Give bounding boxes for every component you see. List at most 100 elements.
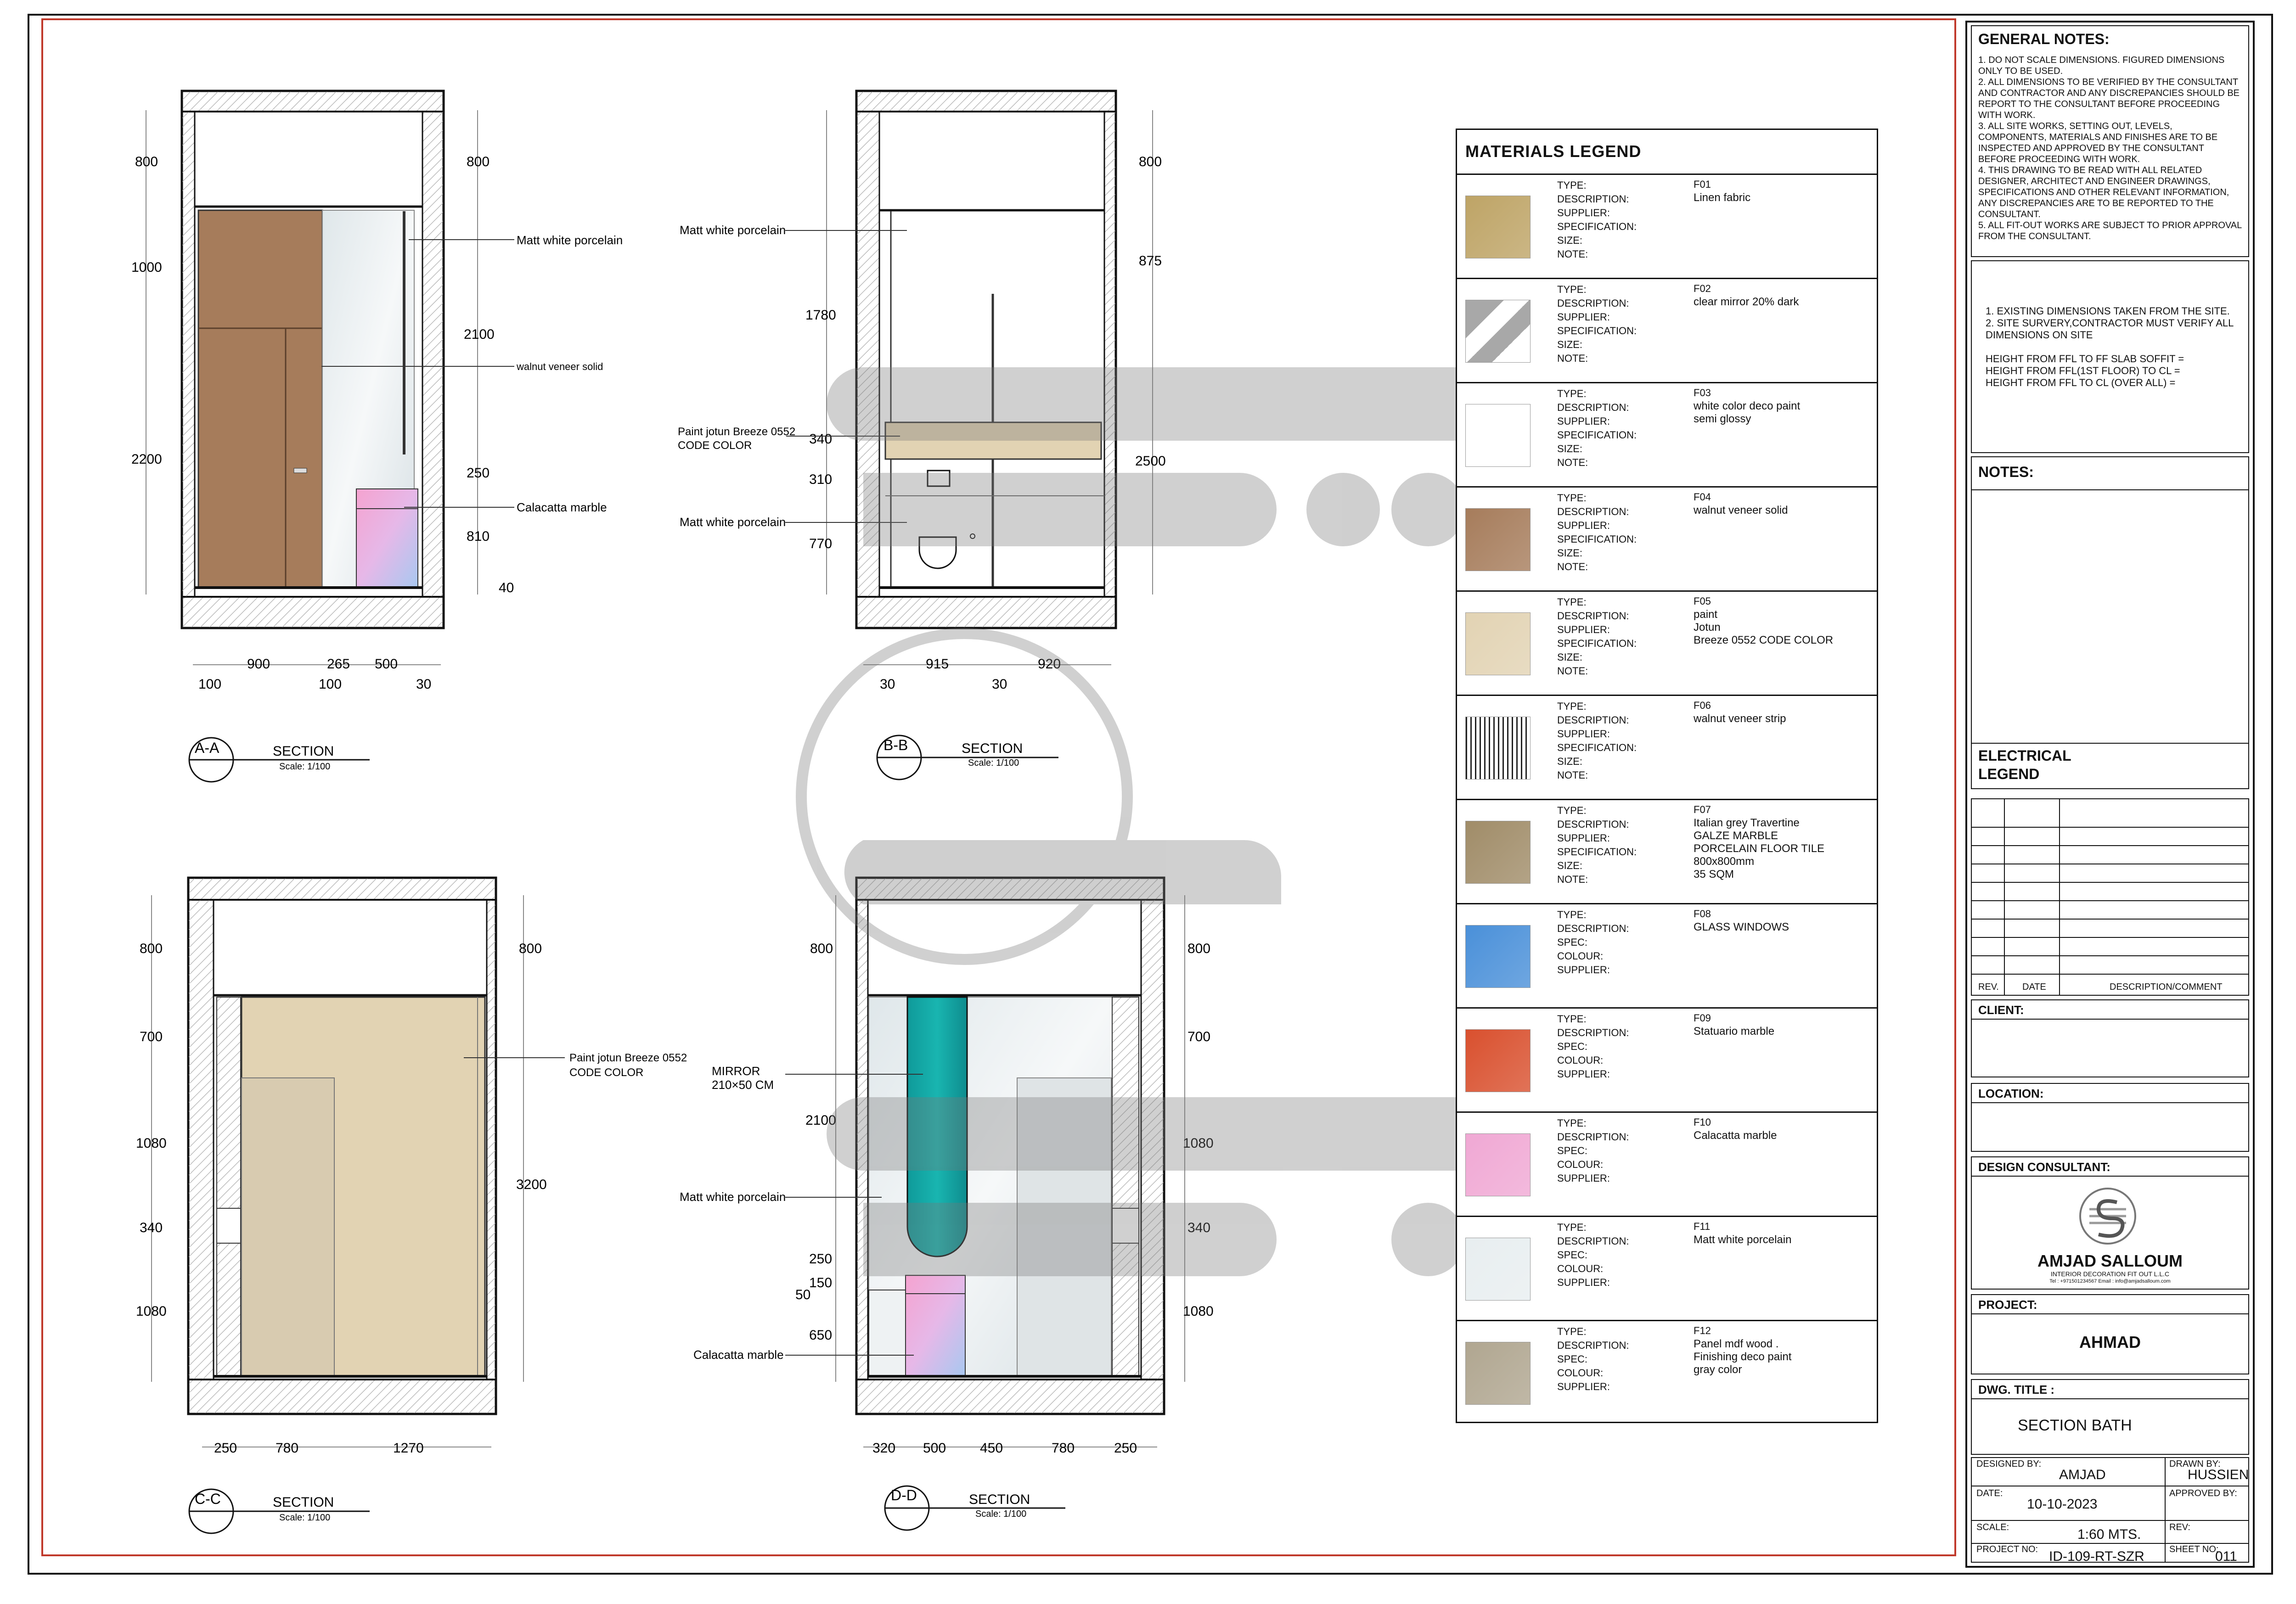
material-code: F10 — [1694, 1116, 1711, 1128]
aa-title: SECTION — [273, 744, 334, 759]
rev-col-header: REV. — [1978, 982, 1999, 992]
section-bb: 1780 340 310 770 800 875 2500 Matt white… — [678, 90, 1166, 780]
dd-dim-left-0: 800 — [810, 941, 833, 956]
site-note-4: HEIGHT FROM FFL(1ST FLOOR) TO CL = — [1986, 365, 2180, 376]
material-field-label: TYPE: — [1557, 1326, 1587, 1337]
material-description-line: GALZE MARBLE — [1694, 830, 1778, 842]
material-field-label: DESCRIPTION: — [1557, 610, 1629, 622]
bb-label-2: CODE COLOR — [678, 439, 752, 452]
material-field-label: SPECIFICATION: — [1557, 638, 1637, 649]
general-notes-title: GENERAL NOTES: — [1978, 31, 2110, 47]
cc-dim-right-0: 800 — [519, 941, 542, 956]
legend-item: TYPE: DESCRIPTION: SPEC: COLOUR: SUPPLIER: F1… — [1457, 1111, 1877, 1217]
material-description: white color deco paint semi glossy — [1694, 400, 1800, 426]
aa-dim-bottom2-0: 100 — [198, 677, 221, 692]
bb-dim-left-2: 310 — [809, 472, 832, 487]
cc-dim-left-4: 1080 — [136, 1304, 167, 1319]
section-aa: 800 1000 2200 800 2100 250 810 40 Matt w… — [131, 90, 623, 783]
bb-dim-left-0: 1780 — [805, 308, 836, 323]
cc-dim-bottom-2: 1270 — [393, 1441, 424, 1456]
material-field-label: SPEC: — [1557, 1041, 1588, 1052]
material-description: Panel mdf wood . Finishing deco paint gray… — [1694, 1338, 1791, 1376]
cc-label-1: CODE COLOR — [569, 1066, 643, 1079]
material-field-label: SUPPLIER: — [1557, 415, 1610, 427]
material-swatch — [1465, 196, 1531, 258]
material-field-label: TYPE: — [1557, 1222, 1587, 1233]
cc-dim-left-2: 1080 — [136, 1136, 167, 1151]
material-field-label: COLOUR: — [1557, 1263, 1604, 1274]
design-consultant-label: DESIGN CONSULTANT: — [1978, 1160, 2110, 1174]
section-drawings: 800 1000 2200 800 2100 250 810 40 Matt w… — [131, 90, 1469, 1534]
material-swatch — [1465, 300, 1531, 363]
dd-label-2: Matt white porcelain — [680, 1190, 786, 1204]
material-field-label: TYPE: — [1557, 596, 1587, 608]
material-description-line: Panel mdf wood . — [1694, 1338, 1779, 1350]
material-fields: TYPE: DESCRIPTION: SUPPLIER: SPECIFICATION:… — [1557, 283, 1637, 365]
material-field-label: DESCRIPTION: — [1557, 714, 1629, 726]
material-swatch — [1465, 1133, 1531, 1196]
material-description-line: paint — [1694, 608, 1718, 621]
site-note-1: 1. EXISTING DIMENSIONS TAKEN FROM THE SI… — [1986, 305, 2230, 317]
material-field-label: SPECIFICATION: — [1557, 742, 1637, 753]
material-field-label: TYPE: — [1557, 1013, 1587, 1025]
material-field-label: TYPE: — [1557, 701, 1587, 712]
material-description-line: Jotun — [1694, 621, 1721, 634]
aa-dim-bottom2-2: 30 — [416, 677, 431, 692]
material-description: walnut veneer strip — [1694, 712, 1786, 725]
material-field-label: SPEC: — [1557, 937, 1588, 948]
material-description: Linen fabric — [1694, 191, 1750, 204]
dd-dim-left-1: 2100 — [805, 1113, 836, 1128]
section-cc: 800 700 1080 340 1080 800 3200 Paint jot… — [136, 876, 687, 1534]
cc-dim-left-1: 700 — [140, 1029, 163, 1044]
legend-item: TYPE: DESCRIPTION: SUPPLIER: SPECIFICATION:… — [1457, 799, 1877, 904]
aa-scale: Scale: 1/100 — [279, 762, 330, 772]
material-description-line: white color deco paint — [1694, 400, 1801, 412]
location-box: LOCATION: — [1971, 1083, 2249, 1152]
aa-label-1: walnut veneer solid — [516, 361, 603, 372]
material-description-line: gray color — [1694, 1363, 1742, 1376]
bb-label-3: Matt white porcelain — [680, 515, 786, 529]
material-field-label: TYPE: — [1557, 805, 1587, 816]
drawn-by-value: HUSSIEN — [2188, 1467, 2249, 1482]
aa-label-0: Matt white porcelain — [517, 233, 623, 247]
dd-dim-bottom-3: 780 — [1052, 1441, 1075, 1456]
material-field-label: SUPPLIER: — [1557, 624, 1610, 635]
dd-dim-bottom-0: 320 — [872, 1441, 895, 1456]
material-field-label: TYPE: — [1557, 1117, 1587, 1129]
material-description-line: Linen fabric — [1694, 191, 1751, 204]
desc-col-header: DESCRIPTION/COMMENT — [2110, 982, 2223, 992]
title-block: GENERAL NOTES: 1. DO NOT SCALE DIMENSION… — [1965, 21, 2255, 1568]
material-field-label: COLOUR: — [1557, 950, 1604, 962]
notes-box: NOTES: ELECTRICAL LEGEND — [1971, 456, 2249, 789]
scale-value: 1:60 MTS. — [2077, 1527, 2141, 1542]
material-code: F02 — [1694, 283, 1711, 294]
material-field-label: SUPPLIER: — [1557, 207, 1610, 219]
dd-dim-bottom-1: 500 — [923, 1441, 946, 1456]
bb-dim-bottom-0: 915 — [926, 656, 949, 672]
site-notes-box: 1. EXISTING DIMENSIONS TAKEN FROM THE SI… — [1971, 260, 2249, 453]
material-swatch — [1465, 612, 1531, 675]
material-fields: TYPE: DESCRIPTION: SUPPLIER: SPECIFICATION:… — [1557, 387, 1637, 470]
material-swatch — [1465, 1238, 1531, 1301]
project-label: PROJECT: — [1978, 1298, 2037, 1312]
aa-tag: A-A — [195, 740, 219, 756]
dd-label-3: Calacatta marble — [693, 1348, 784, 1362]
general-note-5: 5. ALL FIT-OUT WORKS ARE SUBJECT TO PRIO… — [1978, 220, 2242, 241]
material-field-label: DESCRIPTION: — [1557, 506, 1629, 517]
material-field-label: TYPE: — [1557, 909, 1587, 920]
material-swatch — [1465, 1029, 1531, 1092]
material-field-label: COLOUR: — [1557, 1367, 1604, 1379]
dd-dim-left-3: 150 — [809, 1275, 832, 1290]
dd-dim-right-1: 700 — [1187, 1029, 1210, 1044]
dd-dim-left-2: 250 — [809, 1251, 832, 1267]
material-field-label: COLOUR: — [1557, 1159, 1604, 1170]
aa-dim-right-4: 40 — [499, 580, 514, 595]
material-fields: TYPE: DESCRIPTION: SPEC: COLOUR: SUPPLIER: — [1557, 1012, 1629, 1081]
dd-dim-bottom-2: 450 — [980, 1441, 1003, 1456]
material-fields: TYPE: DESCRIPTION: SUPPLIER: SPECIFICATION:… — [1557, 595, 1637, 678]
material-description-line: walnut veneer strip — [1694, 712, 1786, 725]
cc-dim-bottom-1: 780 — [276, 1441, 298, 1456]
electrical-legend-line1: ELECTRICAL — [1978, 747, 2071, 764]
material-description-line: 35 SQM — [1694, 868, 1734, 881]
site-note-spacer — [1986, 341, 2242, 353]
